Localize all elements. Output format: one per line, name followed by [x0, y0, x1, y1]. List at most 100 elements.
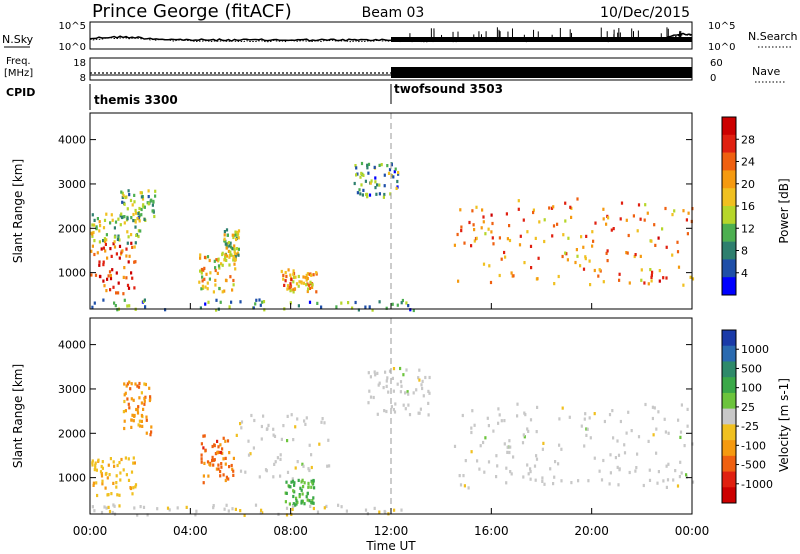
echo-cell	[417, 376, 420, 380]
echo-cell	[419, 407, 422, 411]
echo-cell	[91, 463, 94, 467]
echo-cell	[535, 457, 539, 461]
echo-cell	[144, 305, 147, 309]
echo-cell	[635, 466, 638, 470]
echo-cell	[214, 268, 217, 273]
echo-cell	[121, 249, 124, 253]
echo-cell	[306, 276, 309, 281]
echo-cell	[625, 251, 628, 255]
colorbar-swatch	[722, 152, 736, 171]
echo-cell	[682, 283, 685, 287]
echo-cell	[132, 456, 135, 460]
echo-cell	[236, 251, 240, 255]
echo-cell	[300, 281, 303, 285]
echo-cell	[300, 480, 303, 484]
echo-cell	[228, 305, 231, 309]
velocity-y-ticks: 4000 3000 2000 1000	[58, 339, 692, 485]
freq-dense-block	[391, 67, 692, 78]
echo-cell	[140, 391, 143, 395]
echo-cell	[495, 454, 498, 458]
y-tick-label: 3000	[58, 178, 86, 191]
echo-cell	[674, 469, 677, 473]
echo-cell	[98, 220, 101, 224]
echo-cell	[289, 289, 292, 293]
echo-cell	[131, 413, 134, 417]
echo-cell	[287, 268, 290, 272]
echo-cell	[292, 269, 295, 273]
echo-cell	[529, 244, 533, 248]
echo-cell	[672, 478, 675, 482]
echo-cell	[290, 480, 293, 484]
echo-cell	[117, 281, 120, 285]
echo-cell	[633, 254, 636, 259]
echo-cell	[358, 188, 361, 192]
echo-cell	[127, 478, 131, 482]
echo-cell	[120, 252, 123, 256]
echo-cell	[273, 462, 276, 466]
echo-cell	[657, 470, 660, 474]
echo-cell	[292, 438, 295, 442]
echo-cell	[106, 476, 109, 480]
echo-cell	[602, 207, 605, 211]
echo-cell	[140, 419, 143, 423]
echo-cell	[101, 482, 104, 486]
echo-cell	[577, 479, 580, 483]
echo-cell	[355, 173, 358, 177]
echo-cell	[285, 274, 288, 279]
echo-cell	[593, 456, 596, 460]
echo-cell	[643, 218, 646, 222]
echo-cell	[478, 467, 481, 471]
echo-cell	[664, 430, 667, 434]
echo-cell	[651, 405, 654, 409]
echo-cell	[588, 259, 591, 263]
echo-cell	[484, 232, 487, 236]
echo-cell	[105, 233, 108, 237]
echo-cell	[199, 256, 202, 260]
echo-cell	[286, 470, 290, 474]
echo-cell	[453, 243, 456, 247]
x-tick-label: 12:00	[374, 524, 409, 538]
echo-cell	[665, 276, 668, 280]
echo-cell	[209, 271, 212, 275]
echo-cell	[95, 468, 98, 472]
echo-cell	[503, 442, 506, 446]
echo-cell	[137, 385, 141, 389]
echo-cell	[427, 389, 430, 393]
echo-cell	[526, 463, 529, 467]
echo-cell	[101, 466, 104, 470]
echo-cell	[405, 301, 408, 305]
echo-cell	[608, 482, 611, 486]
echo-cell	[491, 236, 494, 240]
echo-cell	[123, 426, 126, 431]
echo-cell	[560, 479, 563, 483]
noise-strip	[89, 21, 693, 50]
echo-cell	[122, 410, 125, 414]
echo-cell	[235, 247, 238, 251]
echo-cell	[365, 192, 369, 196]
velocity-colorbar-label: Velocity [m s-1]	[777, 378, 791, 472]
echo-cell	[582, 267, 586, 271]
echo-cell	[134, 382, 137, 386]
echo-cell	[364, 179, 367, 183]
echo-cell	[326, 464, 329, 468]
echo-cell	[606, 259, 609, 263]
echo-cell	[217, 264, 221, 268]
echo-cell	[108, 509, 112, 514]
x-tick-label: 04:00	[173, 524, 208, 538]
echo-cell	[217, 257, 220, 261]
echo-cell	[131, 276, 134, 280]
echo-cell	[534, 236, 537, 240]
echo-cell	[579, 264, 582, 268]
echo-cell	[91, 213, 94, 217]
echo-cell	[90, 273, 93, 277]
echo-cell	[682, 209, 685, 213]
echo-cell	[487, 227, 490, 231]
colorbar-tick-label: -500	[741, 459, 766, 472]
echo-cell	[123, 298, 126, 302]
echo-cell	[353, 181, 356, 186]
echo-cell	[137, 212, 140, 216]
cpid-segment-2: twofsound 3503	[394, 82, 503, 96]
echo-cell	[401, 298, 404, 303]
echo-cell	[234, 257, 237, 261]
echo-cell	[228, 465, 231, 469]
